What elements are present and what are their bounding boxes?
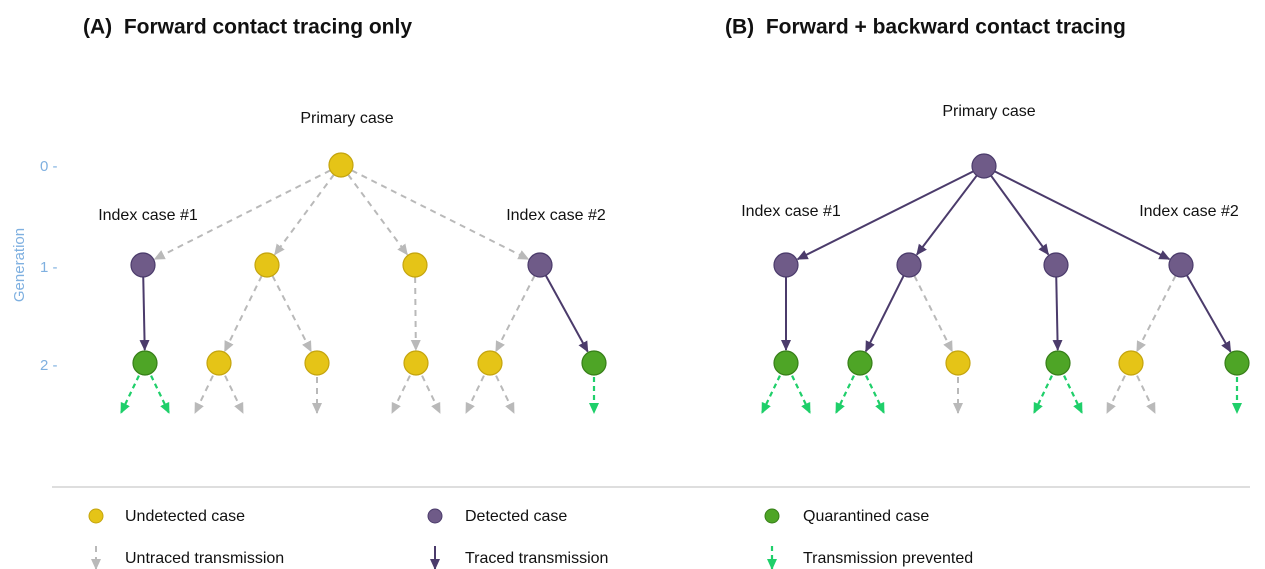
legend-label: Traced transmission	[465, 550, 608, 567]
edge	[465, 375, 485, 414]
node	[971, 153, 997, 179]
node	[130, 252, 156, 278]
legend-label: Quarantined case	[803, 508, 929, 525]
panel-title: (A) Forward contact tracing only	[83, 16, 412, 39]
legend-label: Untraced transmission	[125, 550, 284, 567]
edge	[791, 375, 811, 414]
edge	[351, 169, 530, 261]
axis-tick-label: 0 -	[40, 158, 58, 175]
edge	[391, 375, 411, 414]
node	[773, 350, 799, 376]
edge	[273, 174, 335, 256]
edge	[139, 276, 150, 352]
edge	[916, 174, 978, 256]
node	[1043, 252, 1069, 278]
axis-tick-label: 2 -	[40, 357, 58, 374]
node-label: Index case #1	[741, 203, 841, 220]
node	[328, 152, 354, 178]
node	[477, 350, 503, 376]
edge	[347, 174, 409, 256]
edge	[1033, 375, 1053, 414]
edge	[835, 375, 855, 414]
edge	[120, 375, 140, 414]
node-label: Index case #1	[98, 207, 198, 224]
axis-title: Generation	[11, 228, 28, 302]
node	[304, 350, 330, 376]
edges	[120, 169, 1242, 414]
edge	[796, 170, 974, 261]
legend-symbol	[88, 508, 104, 524]
node-label: Primary case	[300, 110, 393, 127]
node-label: Primary case	[942, 103, 1035, 120]
panel-title: (B) Forward + backward contact tracing	[725, 16, 1126, 39]
edge	[1186, 274, 1232, 353]
edge	[990, 175, 1050, 256]
edge	[223, 275, 263, 353]
edge	[1052, 276, 1063, 352]
edge	[1136, 275, 1177, 353]
edge	[495, 375, 515, 414]
edge	[224, 375, 244, 414]
legend-label: Transmission prevented	[803, 550, 973, 567]
node	[402, 252, 428, 278]
edge	[1063, 375, 1083, 414]
node	[527, 252, 553, 278]
node-label: Index case #2	[506, 207, 606, 224]
edge	[913, 275, 954, 353]
edge	[150, 375, 170, 414]
node	[403, 350, 429, 376]
edge	[994, 170, 1171, 261]
edge	[271, 275, 312, 353]
node	[254, 252, 280, 278]
edge	[761, 375, 781, 414]
node	[1045, 350, 1071, 376]
node	[581, 350, 607, 376]
edge	[421, 375, 441, 414]
node	[1118, 350, 1144, 376]
node	[1168, 252, 1194, 278]
edge	[1136, 375, 1156, 414]
node	[945, 350, 971, 376]
edge	[495, 275, 536, 353]
legend: Undetected case Detected case Quarantine…	[88, 508, 973, 569]
edge	[864, 275, 905, 353]
node	[132, 350, 158, 376]
edge	[544, 275, 589, 353]
node	[847, 350, 873, 376]
edge	[410, 276, 421, 352]
legend-symbol	[764, 508, 780, 524]
node	[896, 252, 922, 278]
legend-label: Detected case	[465, 508, 567, 525]
node	[206, 350, 232, 376]
edge	[194, 375, 214, 414]
node	[1224, 350, 1250, 376]
edge	[865, 375, 885, 414]
legend-symbol	[427, 508, 443, 524]
edge	[1106, 375, 1126, 414]
axis-tick-label: 1 -	[40, 259, 58, 276]
node-label: Index case #2	[1139, 203, 1239, 220]
node	[773, 252, 799, 278]
nodes	[130, 152, 1250, 376]
legend-label: Undetected case	[125, 508, 245, 525]
